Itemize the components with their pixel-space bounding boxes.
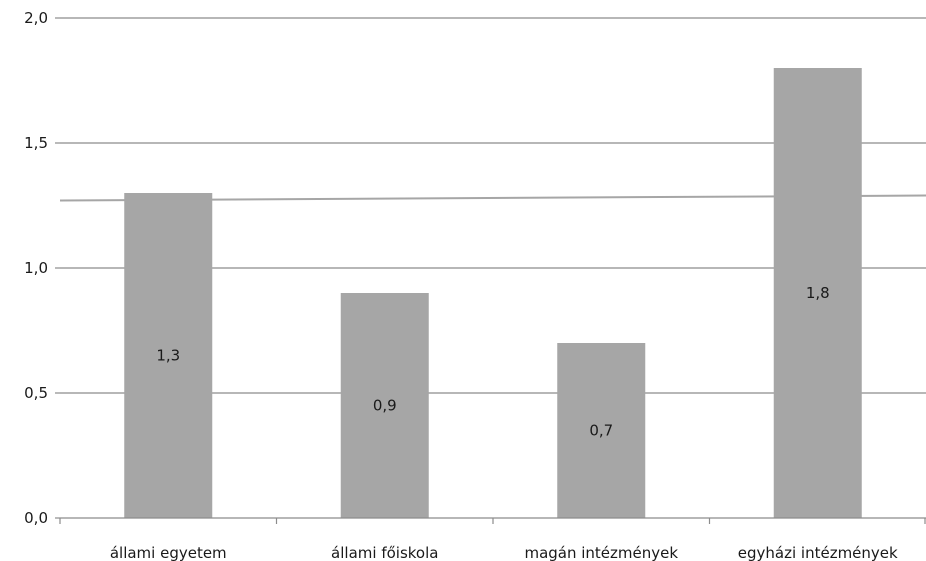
y-tick-label: 0,0 [24, 509, 48, 527]
bars [124, 68, 862, 518]
bar [557, 343, 646, 518]
y-tick-label: 1,5 [24, 134, 48, 152]
bar-value-label: 1,3 [156, 347, 180, 365]
reference-line-layer [59, 194, 926, 202]
x-category-label: magán intézmények [524, 544, 678, 561]
y-axis-tick-labels: 0,0 0,5 1,0 1,5 2,0 [24, 9, 48, 527]
bar-value-label: 0,9 [373, 397, 397, 415]
x-axis [55, 17, 926, 524]
x-axis-category-labels: állami egyetem állami főiskola magán intéz… [110, 544, 898, 561]
bar [124, 193, 213, 518]
y-tick-label: 0,5 [24, 384, 48, 402]
bar-value-label: 1,8 [806, 284, 830, 302]
x-category-label: egyházi intézmények [738, 544, 898, 561]
bar [340, 293, 429, 518]
bar-value-labels: 1,3 0,9 0,7 1,8 [156, 284, 829, 440]
bar [773, 68, 862, 518]
x-category-label: állami főiskola [331, 544, 438, 561]
bar-value-label: 0,7 [589, 422, 613, 440]
y-tick-label: 1,0 [24, 259, 48, 277]
x-category-label: állami egyetem [110, 544, 227, 561]
reference-line [59, 194, 926, 202]
y-tick-label: 2,0 [24, 9, 48, 27]
